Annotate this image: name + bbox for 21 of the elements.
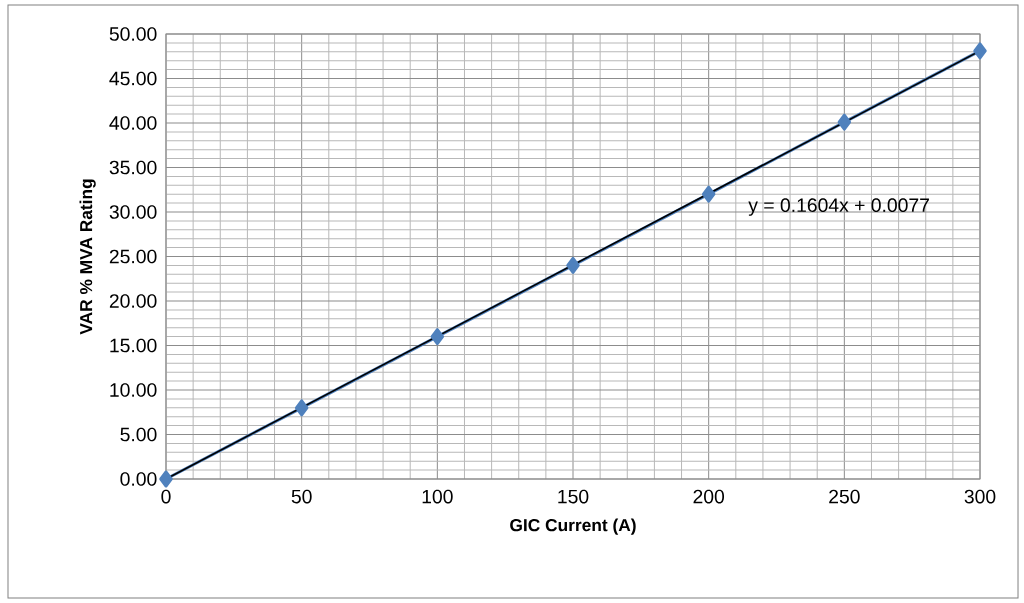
x-tick-label: 100 <box>422 489 453 504</box>
x-tick-label: 200 <box>693 489 725 504</box>
y-tick-label: 20.00 <box>109 294 157 308</box>
annotation: y = 0.1604x + 0.0077 <box>748 198 929 216</box>
y-tick-label: 0.00 <box>120 472 157 486</box>
x-axis-title: GIC Current (A) <box>510 518 636 535</box>
y-tick-label: 45.00 <box>109 71 157 86</box>
y-axis-title: VAR % MVA Rating <box>79 179 96 335</box>
y-tick-label: 50.00 <box>109 27 157 41</box>
x-tick-label: 150 <box>558 489 589 504</box>
y-tick-label: 5.00 <box>120 427 157 442</box>
x-tick-label: 50 <box>291 489 312 504</box>
x-tick-label: 300 <box>964 489 996 504</box>
x-tick-label: 0 <box>161 489 171 504</box>
y-tick-label: 30.00 <box>109 205 157 219</box>
y-tick-label: 15.00 <box>110 338 157 353</box>
y-tick-label: 10.00 <box>110 383 157 397</box>
x-tick-label: 250 <box>829 489 860 504</box>
y-tick-label: 25.00 <box>109 249 157 264</box>
y-tick-label: 40.00 <box>109 116 157 130</box>
y-tick-label: 35.00 <box>109 160 157 175</box>
